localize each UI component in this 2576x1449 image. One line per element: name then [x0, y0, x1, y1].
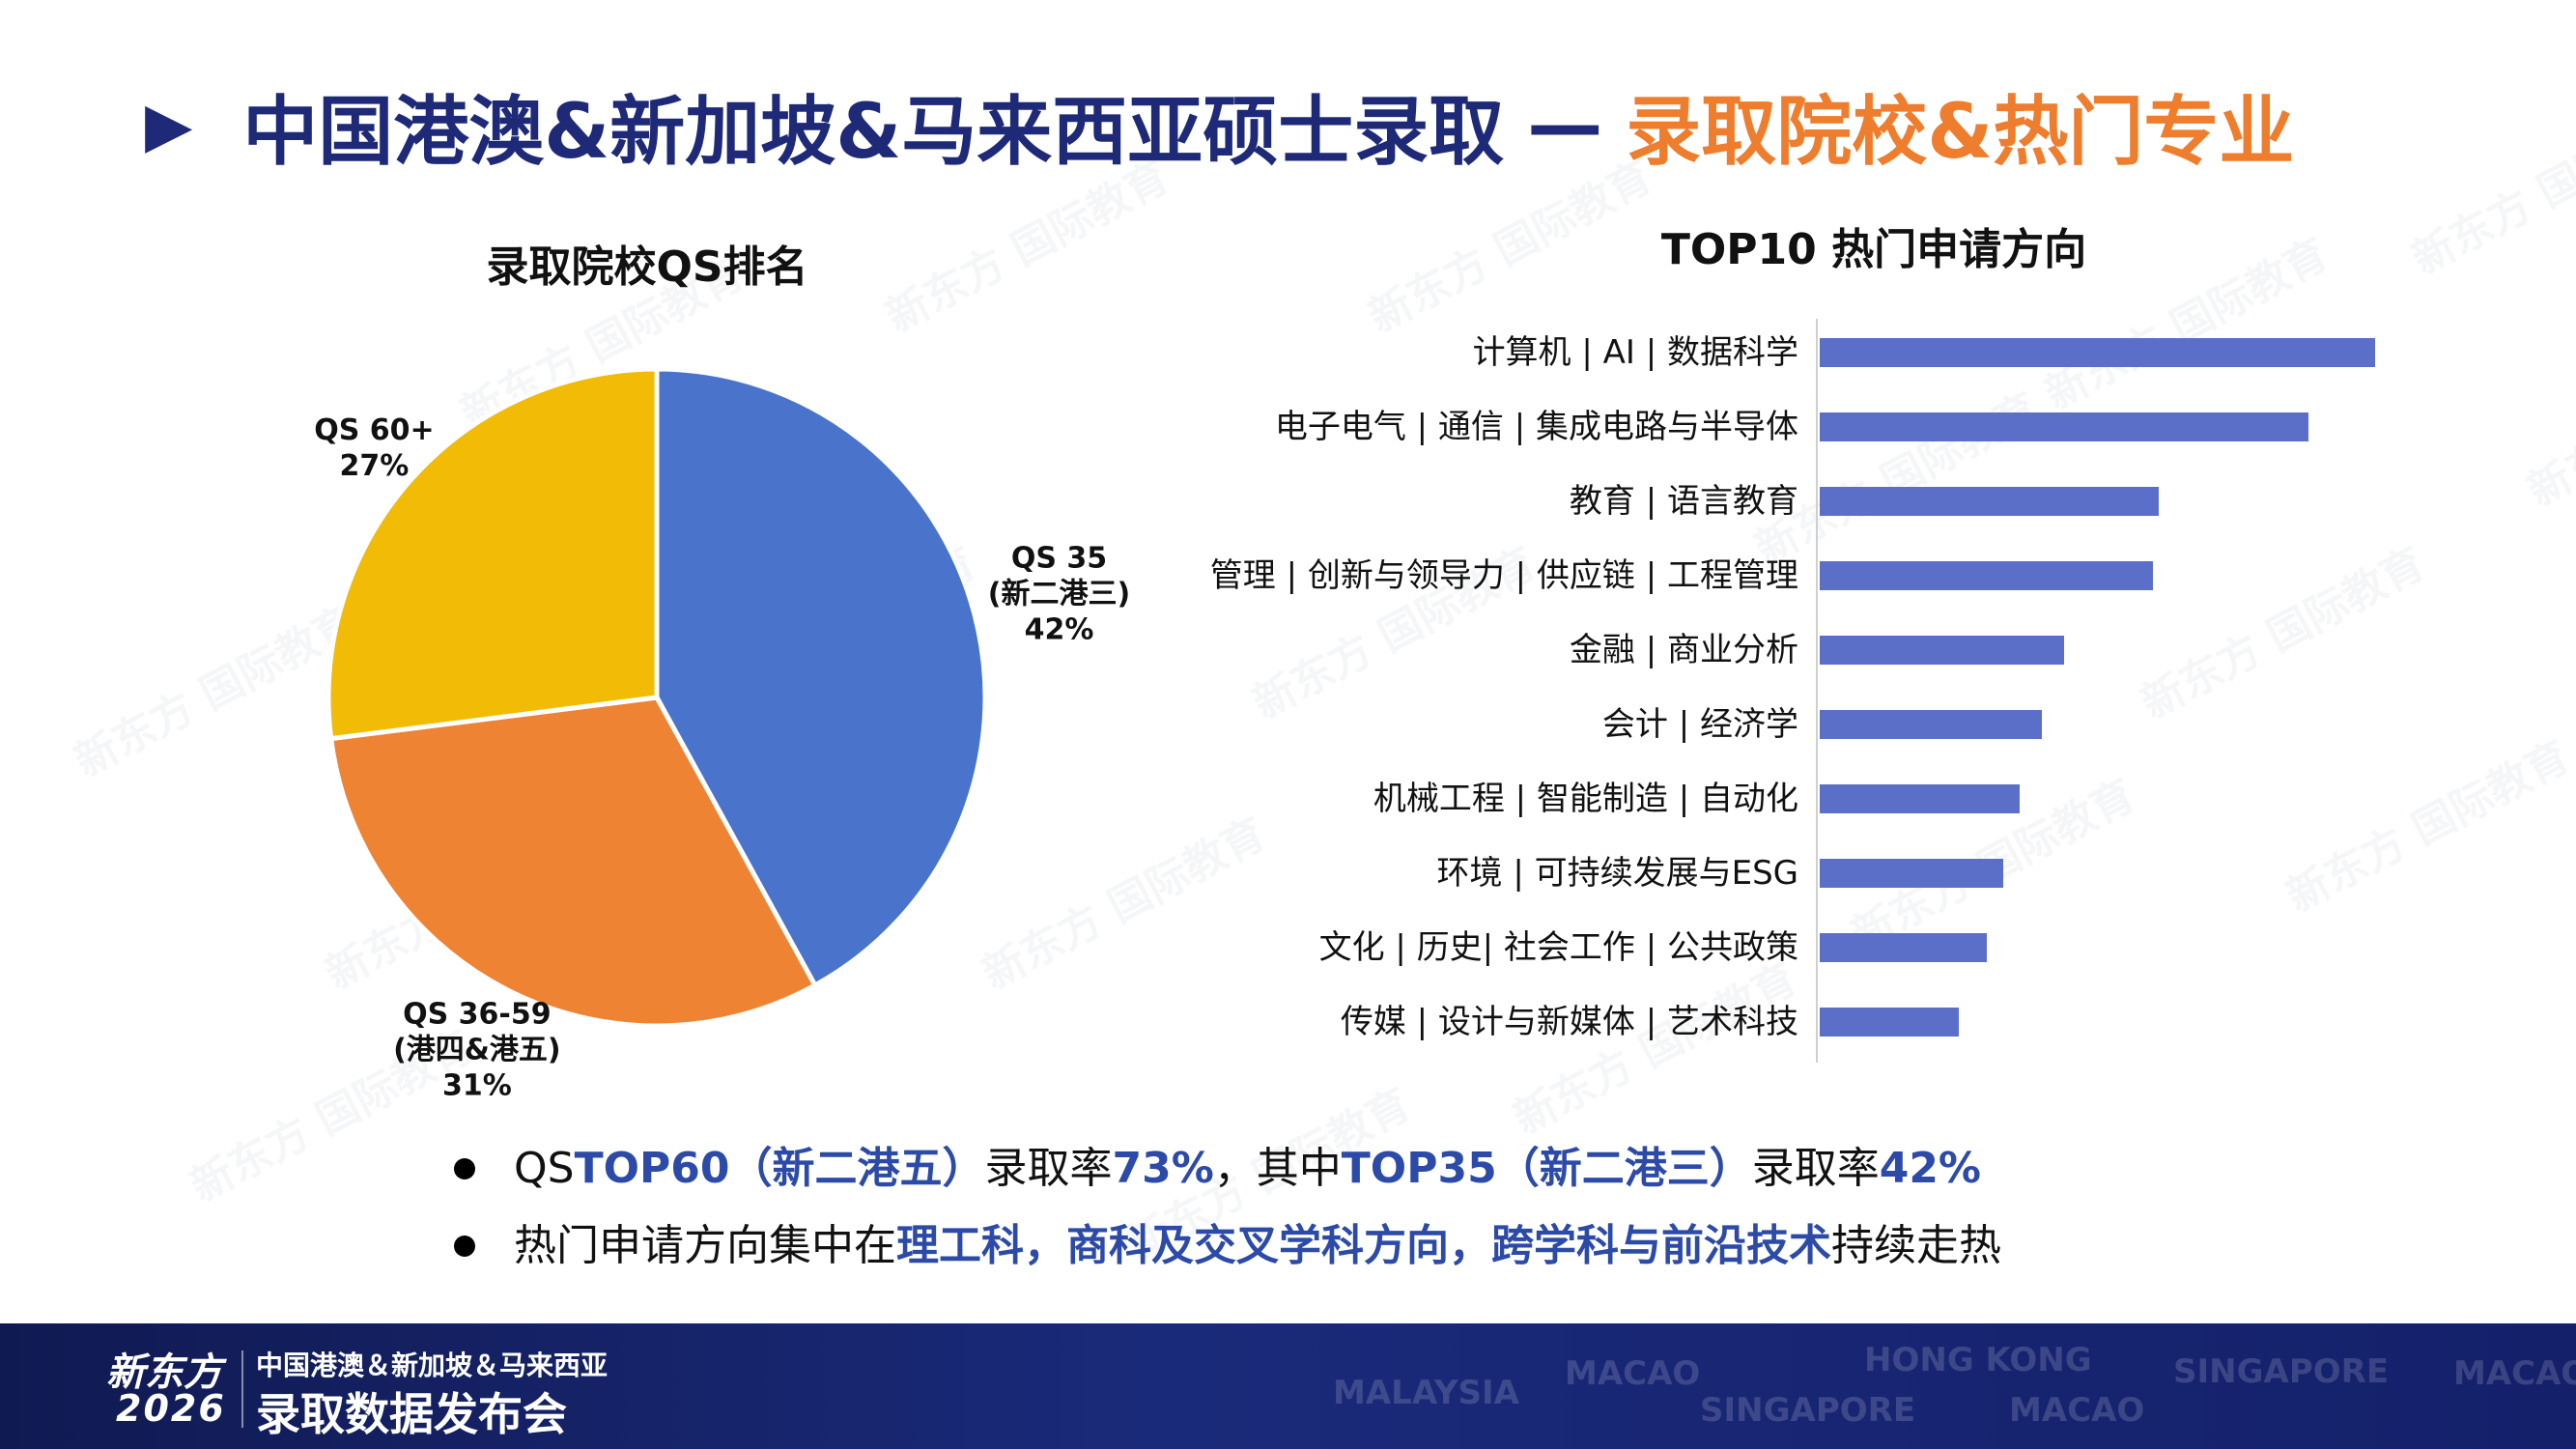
pie-chart: [326, 366, 988, 1029]
bar-mark: [1820, 710, 2042, 739]
bullet-text: QS: [514, 1144, 575, 1193]
bullet-text: ，其中: [1213, 1144, 1342, 1193]
bullet-highlight-text: TOP35（新二港三）: [1341, 1144, 1752, 1193]
footer-subtitle: 中国港澳＆新加坡＆马来西亚: [256, 1350, 609, 1381]
footer-city-name: SINGAPORE: [1700, 1391, 1916, 1430]
pie-slice-name: (新二港三): [987, 577, 1131, 611]
pie-slice: [654, 366, 988, 989]
pie-slice-name: (港四&港五): [393, 1033, 561, 1067]
watermark: 新东方 国际教育: [2279, 731, 2576, 923]
footer-title: 录取数据发布会: [256, 1388, 567, 1440]
footer-banner: 新东方 2026 中国港澳＆新加坡＆马来西亚 录取数据发布会 MALAYSIA M…: [0, 1323, 2576, 1449]
title-dash: —: [1527, 82, 1603, 169]
bar-category-label: 环境 | 可持续发展与ESG: [1436, 854, 1798, 893]
bullet-highlight-text: 理工科，商科及交叉学科方向，跨学科与前沿技术: [896, 1221, 1831, 1270]
pie-slice-label: QS 60+ 27%: [314, 412, 434, 484]
footer-divider: [241, 1350, 243, 1428]
pie-slice-percent: 27%: [339, 449, 410, 484]
pie-chart-title: 录取院校QS排名: [486, 242, 808, 292]
bullet-dot-icon: [454, 1158, 475, 1179]
bullet-highlight-text: 73%: [1112, 1144, 1214, 1193]
bar-category-label: 计算机 | AI | 数据科学: [1472, 333, 1798, 372]
bar-mark: [1820, 636, 2064, 665]
footer-logo: 新东方: [106, 1350, 222, 1395]
summary-bullet: QS TOP60（新二港五） 录取率 73% ，其中 TOP35（新二港三） 录取率 42%: [454, 1130, 2001, 1208]
footer-city-name: MACAO: [2453, 1354, 2576, 1393]
bar-mark: [1820, 784, 2020, 813]
pie-slice-percent: 31%: [441, 1068, 512, 1103]
pie-slice-label: QS 35 (新二港三) 42%: [988, 541, 1130, 648]
pie-slice-name: QS 36-59: [403, 997, 552, 1032]
watermark: 新东方 国际教育: [2520, 327, 2576, 517]
bullet-text: 持续走热: [1831, 1221, 2001, 1270]
bullet-highlight-text: TOP60（新二港五）: [574, 1144, 985, 1193]
bar-category-label: 管理 | 创新与领导力 | 供应链 | 工程管理: [1209, 556, 1798, 595]
bullet-text: 录取率: [984, 1144, 1113, 1193]
footer-city-name: MALAYSIA: [1333, 1374, 1519, 1412]
watermark: 新东方 国际教育: [1747, 384, 2047, 575]
pie-slice: [326, 366, 660, 742]
bar-chart-title: TOP10 热门申请方向: [1660, 225, 2087, 274]
bar-category-label: 金融 | 商业分析: [1569, 631, 1798, 669]
watermark: 新东方 国际教育: [2404, 94, 2576, 285]
pie-slice-name: QS 35: [1010, 541, 1108, 576]
bar-category-label: 文化 | 历史| 社会工作 | 公共政策: [1318, 928, 1798, 967]
footer-city-name: MACAO: [1565, 1354, 1701, 1393]
bar-mark: [1820, 933, 1987, 962]
bar-mark: [1820, 561, 2153, 590]
watermark: 新东方 国际教育: [1506, 953, 1805, 1145]
bullet-dot-icon: [454, 1236, 475, 1257]
summary-bullet: 热门申请方向集中在 理工科，商科及交叉学科方向，跨学科与前沿技术 持续走热: [454, 1208, 2001, 1285]
play-triangle-icon: ▶: [145, 90, 193, 161]
bar-category-label: 教育 | 语言教育: [1569, 482, 1798, 521]
bar-mark: [1820, 487, 2159, 516]
bar-chart-axis: [1816, 319, 1818, 1063]
summary-bullets: QS TOP60（新二港五） 录取率 73% ，其中 TOP35（新二港三） 录取率 42%…: [454, 1130, 2001, 1285]
bar-category-label: 传媒 | 设计与新媒体 | 艺术科技: [1340, 1003, 1798, 1041]
footer-city-name: SINGAPORE: [2173, 1352, 2390, 1391]
bar-mark: [1820, 338, 2375, 367]
bar-category-label: 机械工程 | 智能制造 | 自动化: [1373, 780, 1798, 818]
pie-slice-name: QS 60+: [314, 413, 435, 448]
pie-slice-label: QS 36-59 (港四&港五) 31%: [393, 997, 561, 1104]
bar-mark: [1820, 412, 2308, 441]
bar-category-label: 会计 | 经济学: [1601, 705, 1798, 744]
bar-mark: [1820, 859, 2003, 888]
bullet-text: 录取率: [1751, 1144, 1880, 1193]
title-main: 中国港澳&新加坡&马来西亚硕士录取: [242, 89, 1505, 176]
footer-logo-year: 2026: [116, 1387, 226, 1430]
watermark: 新东方 国际教育: [2134, 538, 2433, 729]
pie-slice: [327, 695, 819, 1029]
bar-mark: [1820, 1008, 1959, 1037]
title-accent: 录取院校&热门专业: [1626, 89, 2295, 176]
bullet-text: 热门申请方向集中在: [514, 1221, 896, 1270]
bullet-highlight-text: 42%: [1879, 1144, 1982, 1193]
footer-city-name: MACAO: [2009, 1391, 2145, 1430]
pie-slice-percent: 42%: [1024, 612, 1094, 647]
page-title: ▶ 中国港澳&新加坡&马来西亚硕士录取 — 录取院校&热门专业: [145, 72, 2294, 179]
bar-category-label: 电子电气 | 通信 | 集成电路与半导体: [1274, 408, 1798, 446]
footer-city-name: HONG KONG: [1864, 1341, 2092, 1379]
